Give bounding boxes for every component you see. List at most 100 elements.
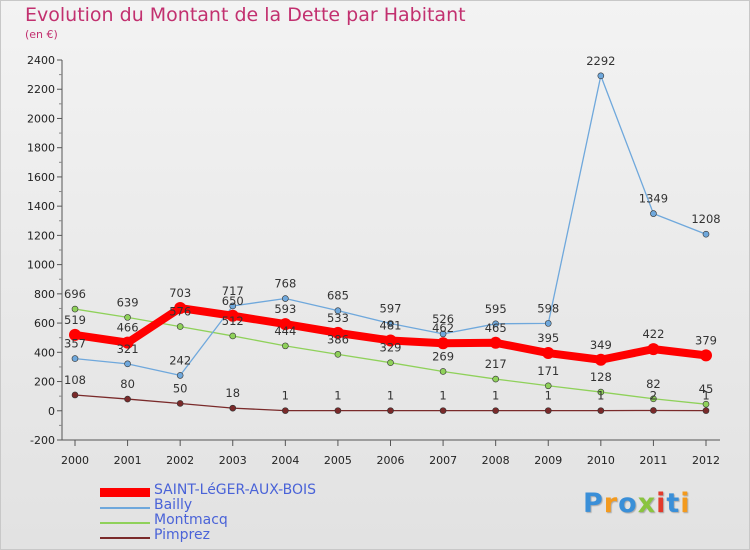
data-label: 1	[597, 389, 604, 403]
data-point	[597, 72, 605, 80]
data-label: 1	[702, 389, 709, 403]
data-point	[229, 332, 237, 340]
data-label: 128	[590, 370, 612, 384]
data-point	[71, 391, 79, 399]
x-tick-label: 2005	[324, 454, 352, 467]
data-point	[702, 407, 710, 414]
data-point	[71, 355, 79, 362]
data-point	[544, 320, 552, 327]
data-label: 639	[117, 295, 139, 309]
data-point	[650, 407, 657, 414]
data-label: 598	[537, 301, 559, 315]
x-tick-label: 2003	[219, 454, 247, 467]
data-label: 1349	[639, 192, 668, 206]
y-tick-label: 600	[34, 317, 55, 330]
data-label: 349	[590, 338, 612, 352]
chart-unit: (en €)	[25, 28, 58, 41]
y-tick-label: 2000	[27, 112, 55, 125]
proxiti-logo: Proxiti	[583, 488, 691, 519]
data-point	[387, 407, 394, 414]
data-label: 466	[117, 321, 139, 335]
data-point	[282, 342, 289, 350]
y-tick-label: 400	[34, 346, 55, 359]
y-tick-label: 1000	[27, 259, 55, 272]
data-point	[594, 353, 607, 366]
data-label: 242	[169, 353, 191, 367]
data-label: 422	[642, 327, 664, 341]
data-label: 395	[537, 331, 559, 345]
data-point	[334, 307, 342, 314]
y-tick-label: 2400	[27, 54, 55, 67]
x-tick-label: 2010	[587, 454, 615, 467]
data-point	[647, 343, 660, 356]
data-label: 717	[222, 284, 244, 298]
x-tick-label: 2002	[166, 454, 194, 467]
data-point	[437, 337, 450, 350]
chart-title: Evolution du Montant de la Dette par Hab…	[25, 4, 466, 26]
x-tick-label: 2006	[377, 454, 405, 467]
y-tick-label: 800	[34, 288, 55, 301]
data-label: 379	[695, 333, 717, 347]
data-point	[650, 210, 657, 217]
data-point	[700, 349, 712, 362]
data-label: 18	[225, 386, 240, 400]
data-point	[439, 330, 447, 338]
data-point	[439, 407, 447, 414]
x-tick-label: 2000	[61, 454, 89, 467]
data-point	[387, 359, 394, 366]
data-label: 593	[274, 302, 296, 316]
legend-swatch	[100, 507, 150, 509]
data-label: 597	[380, 302, 402, 316]
data-point	[597, 407, 605, 414]
data-point	[176, 323, 184, 330]
data-point	[702, 230, 710, 238]
data-label: 1	[387, 389, 394, 403]
data-point	[542, 347, 555, 360]
x-tick-label: 2011	[639, 454, 667, 467]
data-label: 576	[169, 305, 191, 319]
data-label: 386	[327, 332, 349, 346]
data-point	[492, 320, 499, 328]
x-tick-label: 2008	[482, 454, 510, 467]
data-point	[439, 368, 447, 375]
data-point	[229, 302, 237, 310]
data-point	[544, 382, 552, 390]
data-label: 465	[485, 321, 507, 335]
y-tick-label: 1800	[27, 142, 55, 155]
data-point	[174, 302, 187, 315]
data-label: 80	[120, 377, 135, 391]
data-label: 595	[485, 302, 507, 316]
data-point	[176, 372, 184, 379]
data-point	[226, 309, 239, 322]
data-point	[387, 320, 394, 327]
data-point	[334, 351, 342, 358]
data-point	[492, 375, 499, 383]
data-label: 696	[64, 287, 86, 301]
legend-label: Bailly	[154, 497, 193, 513]
data-label: 481	[380, 318, 402, 332]
data-label: 1	[545, 389, 552, 403]
data-label: 171	[537, 364, 559, 378]
legend-swatch	[100, 522, 150, 524]
y-tick-label: -200	[30, 434, 55, 447]
data-point	[124, 395, 131, 403]
data-point	[229, 404, 237, 412]
data-label: 269	[432, 349, 454, 363]
x-tick-label: 2007	[429, 454, 457, 467]
data-label: 650	[222, 294, 244, 308]
data-point	[544, 407, 552, 414]
data-label: 321	[117, 342, 139, 356]
data-label: 703	[169, 286, 191, 300]
data-label: 217	[485, 357, 507, 371]
legend-swatch	[100, 537, 150, 539]
x-tick-label: 2004	[271, 454, 299, 467]
x-tick-label: 2012	[692, 454, 720, 467]
data-point	[331, 326, 344, 339]
data-point	[489, 336, 502, 349]
data-label: 512	[222, 314, 244, 328]
data-point	[176, 400, 184, 407]
data-label: 462	[432, 321, 454, 335]
x-tick-label: 2001	[114, 454, 142, 467]
data-label: 444	[274, 324, 296, 338]
data-label: 108	[64, 373, 86, 387]
